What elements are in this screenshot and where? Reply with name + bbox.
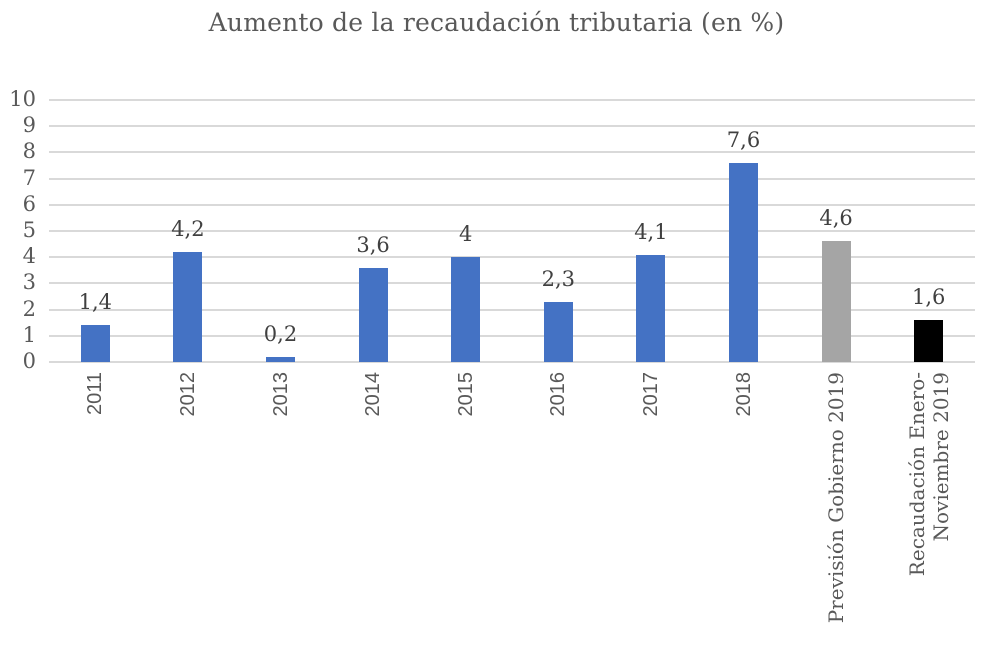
gridline xyxy=(49,361,975,363)
chart-title: Aumento de la recaudación tributaria (en… xyxy=(208,8,785,37)
gridline xyxy=(49,125,975,128)
x-tick-label: Recaudación Enero- Noviembre 2019 xyxy=(883,372,975,642)
gridline xyxy=(49,308,975,311)
bar[interactable] xyxy=(821,241,851,362)
data-label: 4 xyxy=(459,222,473,247)
y-tick-label: 9 xyxy=(22,113,36,138)
x-tick-label-line: 2018 xyxy=(732,372,755,417)
y-tick-label: 7 xyxy=(22,165,36,190)
y-tick-label: 2 xyxy=(22,296,36,321)
y-tick-label: 4 xyxy=(22,244,36,269)
gridline xyxy=(49,151,975,154)
data-label: 4,1 xyxy=(634,219,668,244)
gridline xyxy=(49,177,975,180)
gridline xyxy=(49,203,975,206)
bar[interactable] xyxy=(80,325,110,362)
x-tick-label-line: 2017 xyxy=(639,372,662,417)
bar[interactable] xyxy=(173,251,203,362)
gridline xyxy=(49,230,975,232)
data-label: 1,4 xyxy=(78,290,112,315)
gridline xyxy=(49,99,975,101)
bar[interactable] xyxy=(543,301,573,362)
x-tick-label-line: 2012 xyxy=(176,372,199,417)
x-tick-label-line: 2013 xyxy=(269,372,292,417)
x-tick-label-line: 2016 xyxy=(547,372,570,417)
x-tick-label: 2016 xyxy=(512,372,604,642)
x-tick-label-line: Noviembre 2019 xyxy=(928,372,953,542)
data-label: 7,6 xyxy=(726,127,761,152)
plot-area: 1,4 4,2 0,2 3,6 4 2,3 4,1 7,6 4,6 1,6 xyxy=(49,99,975,363)
x-tick-label: Previsión Gobierno 2019 xyxy=(790,372,882,642)
y-tick-label: 0 xyxy=(22,349,36,373)
x-tick-label-line: 2015 xyxy=(454,372,477,417)
data-label: 4,6 xyxy=(819,206,853,231)
bar[interactable] xyxy=(914,320,944,362)
x-tick-label: 2015 xyxy=(420,372,512,642)
x-tick-label: 2013 xyxy=(235,372,327,642)
gridline xyxy=(49,334,975,337)
y-tick-label: 3 xyxy=(22,270,36,295)
y-tick-label: 8 xyxy=(22,139,36,164)
x-tick-label: 2017 xyxy=(605,372,697,642)
y-tick-label: 1 xyxy=(22,322,36,347)
data-label: 3,6 xyxy=(356,232,390,257)
bar[interactable] xyxy=(358,267,388,362)
gridline xyxy=(49,256,975,259)
x-tick-label: 2012 xyxy=(142,372,234,642)
data-label: 0,2 xyxy=(263,321,298,346)
gridline xyxy=(49,282,975,285)
y-tick-label: 5 xyxy=(22,218,36,242)
x-tick-label-line: Previsión Gobierno 2019 xyxy=(824,372,849,624)
bar[interactable] xyxy=(729,162,758,362)
bar[interactable] xyxy=(636,254,666,362)
x-tick-label: 2014 xyxy=(327,372,419,642)
x-tick-label-line: 2014 xyxy=(362,372,385,417)
bar[interactable] xyxy=(266,356,295,362)
x-tick-label-line: 2011 xyxy=(84,372,107,416)
x-tick-label: 2011 xyxy=(49,372,141,642)
x-tick-label-line: Recaudación Enero- xyxy=(904,372,929,577)
data-label: 4,2 xyxy=(171,216,205,241)
bar[interactable] xyxy=(451,257,481,362)
data-label: 2,3 xyxy=(541,266,575,291)
data-label: 1,6 xyxy=(911,285,946,310)
y-tick-label: 6 xyxy=(22,191,36,216)
y-tick-label: 10 xyxy=(9,87,36,111)
x-tick-label: 2018 xyxy=(698,372,790,642)
